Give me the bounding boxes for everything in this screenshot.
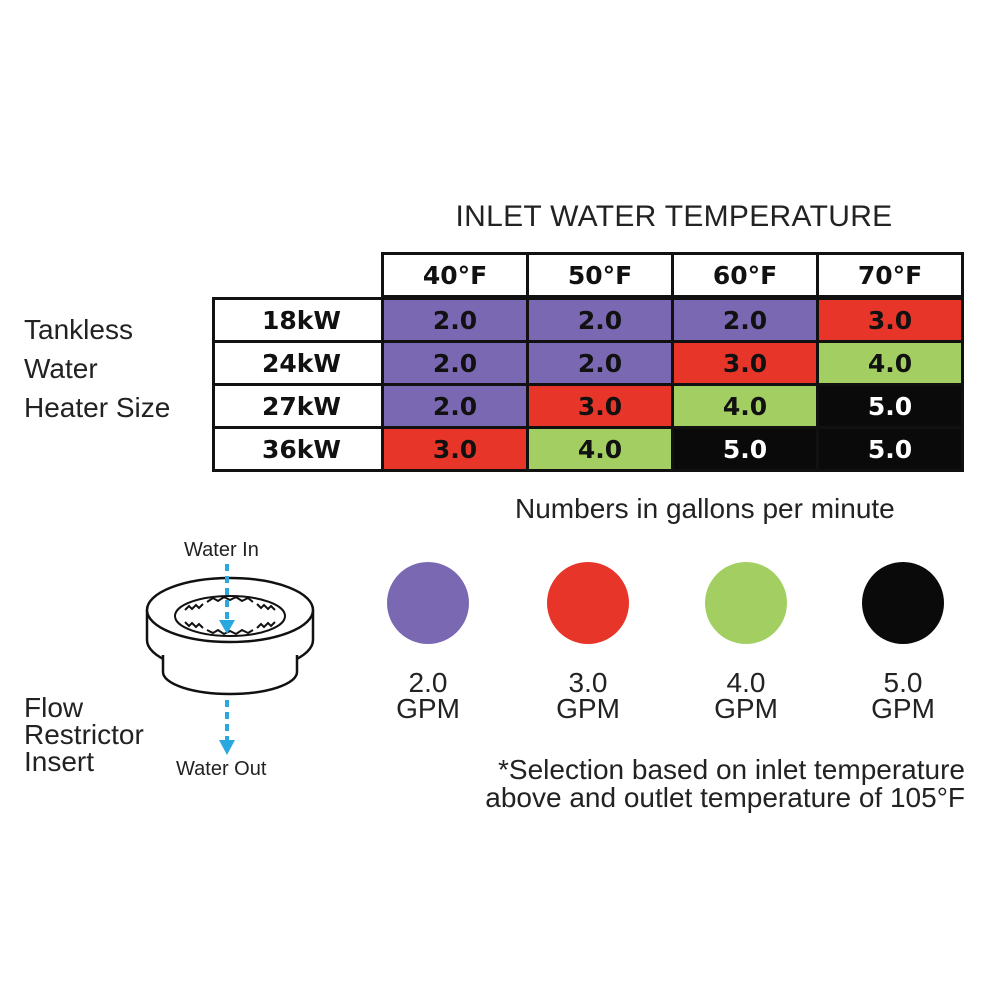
gpm-cell: 2.0 <box>381 340 529 386</box>
gpm-cell: 3.0 <box>671 340 819 386</box>
column-header-temp: 70°F <box>816 252 964 298</box>
water-in-label: Water In <box>184 539 259 561</box>
legend-value: 2.0 <box>408 667 448 698</box>
row-header-kw: 24kW <box>212 340 384 386</box>
gpm-cell: 3.0 <box>381 426 529 472</box>
gpm-cell: 2.0 <box>381 297 529 343</box>
row-header-kw: 27kW <box>212 383 384 429</box>
gpm-cell: 2.0 <box>526 340 674 386</box>
column-header-temp: 60°F <box>671 252 819 298</box>
column-header-temp: 40°F <box>381 252 529 298</box>
water-out-label: Water Out <box>176 758 267 780</box>
legend-swatch <box>387 562 469 644</box>
legend-label: 4.0 GPM <box>691 667 801 724</box>
legend-swatch <box>862 562 944 644</box>
gpm-cell: 2.0 <box>671 297 819 343</box>
legend-label: 3.0 GPM <box>533 667 643 724</box>
footnote-line: *Selection based on inlet temperature <box>498 754 965 785</box>
footnote-line: above and outlet temperature of 105°F <box>485 782 965 813</box>
gpm-cell: 4.0 <box>816 340 964 386</box>
heater-size-label-line: Water <box>24 353 98 384</box>
flow-restrictor-label-line: Restrictor <box>24 719 144 750</box>
legend-value: 3.0 <box>568 667 608 698</box>
legend-swatch <box>705 562 787 644</box>
legend-label: 5.0 GPM <box>848 667 958 724</box>
heater-size-label: Tankless Water Heater Size <box>24 310 170 427</box>
gpm-cell: 4.0 <box>671 383 819 429</box>
flow-restrictor-label-line: Insert <box>24 746 95 777</box>
legend-value: 4.0 <box>726 667 766 698</box>
footnote: *Selection based on inlet temperature ab… <box>420 756 965 812</box>
legend-swatch <box>547 562 629 644</box>
heater-size-label-line: Heater Size <box>24 392 171 423</box>
legend-label: 2.0 GPM <box>373 667 483 724</box>
gpm-cell: 3.0 <box>816 297 964 343</box>
gpm-cell: 5.0 <box>671 426 819 472</box>
legend-unit: GPM <box>396 693 460 724</box>
gpm-cell: 2.0 <box>381 383 529 429</box>
legend-value: 5.0 <box>883 667 923 698</box>
gpm-cell: 3.0 <box>526 383 674 429</box>
legend-unit: GPM <box>556 693 620 724</box>
flow-restrictor-label: Flow Restrictor Insert <box>24 692 144 777</box>
legend-unit: GPM <box>871 693 935 724</box>
row-header-kw: 36kW <box>212 426 384 472</box>
chart-title: INLET WATER TEMPERATURE <box>455 200 893 233</box>
flow-restrictor-icon <box>145 564 315 755</box>
gpm-cell: 5.0 <box>816 383 964 429</box>
gpm-cell: 2.0 <box>526 297 674 343</box>
row-header-kw: 18kW <box>212 297 384 343</box>
heater-size-label-line: Tankless <box>24 314 133 345</box>
gpm-cell: 5.0 <box>816 426 964 472</box>
gpm-cell: 4.0 <box>526 426 674 472</box>
flow-restrictor-label-line: Flow <box>24 692 84 723</box>
unit-note: Numbers in gallons per minute <box>515 493 895 524</box>
legend-unit: GPM <box>714 693 778 724</box>
column-header-temp: 50°F <box>526 252 674 298</box>
